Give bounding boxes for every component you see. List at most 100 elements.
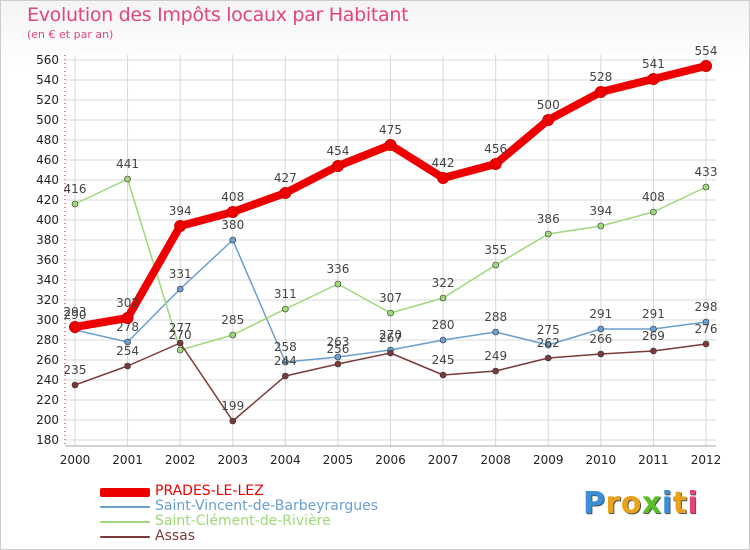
x-tick-label: 2005 xyxy=(323,453,354,467)
x-tick-label: 2001 xyxy=(112,453,143,467)
legend-label: Saint-Vincent-de-Barbeyrargues xyxy=(155,498,378,514)
data-label: 277 xyxy=(169,321,192,335)
data-point xyxy=(334,360,342,368)
data-label: 293 xyxy=(64,305,87,319)
data-label: 288 xyxy=(484,310,507,324)
data-point xyxy=(124,338,131,346)
data-label: 278 xyxy=(116,320,139,334)
data-point xyxy=(492,367,499,375)
data-point xyxy=(387,309,394,317)
data-point xyxy=(176,346,184,354)
data-point xyxy=(650,347,657,355)
legend-label: PRADES-LE-LEZ xyxy=(155,483,264,499)
x-tick-label: 2011 xyxy=(638,453,669,467)
data-point xyxy=(71,200,79,208)
data-label: 245 xyxy=(432,353,455,367)
y-tick-label: 200 xyxy=(36,413,59,427)
legend-item: Saint-Vincent-de-Barbeyrargues xyxy=(100,499,378,514)
data-label: 408 xyxy=(221,190,244,204)
y-tick-label: 460 xyxy=(36,153,59,167)
data-label: 322 xyxy=(432,276,455,290)
data-label: 291 xyxy=(589,307,612,321)
data-point xyxy=(542,114,555,126)
data-label: 270 xyxy=(379,328,402,342)
x-tick-label: 2006 xyxy=(375,453,406,467)
y-tick-label: 520 xyxy=(36,93,59,107)
x-tick-label: 2003 xyxy=(217,453,248,467)
data-label: 541 xyxy=(642,57,665,71)
y-tick-label: 540 xyxy=(36,73,59,87)
y-tick-label: 560 xyxy=(36,53,59,67)
data-point xyxy=(594,86,607,98)
data-point xyxy=(597,222,605,230)
x-tick-label: 2012 xyxy=(691,453,722,467)
data-label: 394 xyxy=(169,204,192,218)
data-label: 256 xyxy=(326,342,349,356)
x-tick-label: 2007 xyxy=(428,453,459,467)
y-tick-label: 360 xyxy=(36,253,59,267)
y-tick-label: 220 xyxy=(36,393,59,407)
data-point xyxy=(282,305,289,313)
data-label: 298 xyxy=(695,300,718,314)
legend-item: Assas xyxy=(100,529,378,544)
data-label: 291 xyxy=(642,307,665,321)
data-label: 475 xyxy=(379,123,402,137)
x-tick-label: 2008 xyxy=(480,453,511,467)
data-point xyxy=(492,328,499,336)
y-tick-label: 400 xyxy=(36,213,59,227)
data-point xyxy=(334,280,342,288)
data-point xyxy=(121,312,134,324)
y-tick-label: 440 xyxy=(36,173,59,187)
data-label: 500 xyxy=(537,98,560,112)
data-label: 249 xyxy=(484,349,507,363)
data-label: 235 xyxy=(64,363,87,377)
data-point xyxy=(437,172,450,184)
data-label: 433 xyxy=(695,165,718,179)
data-label: 258 xyxy=(274,340,297,354)
data-label: 199 xyxy=(221,399,244,413)
data-label: 442 xyxy=(432,156,455,170)
x-tick-label: 2002 xyxy=(165,453,196,467)
data-label: 285 xyxy=(221,313,244,327)
y-tick-label: 240 xyxy=(36,373,59,387)
legend-swatch xyxy=(100,521,150,523)
data-point xyxy=(702,340,710,348)
legend-item: Saint-Clément-de-Rivière xyxy=(100,514,378,529)
x-tick-label: 2010 xyxy=(586,453,617,467)
data-label: 290 xyxy=(64,308,87,322)
data-point xyxy=(282,372,289,380)
data-point xyxy=(647,73,660,85)
data-point xyxy=(544,341,552,349)
data-point xyxy=(597,350,605,358)
data-label: 244 xyxy=(274,354,297,368)
data-label: 263 xyxy=(326,335,349,349)
chart-title: Evolution des Impôts locaux par Habitant xyxy=(27,4,409,26)
data-label: 302 xyxy=(116,296,139,310)
data-point xyxy=(597,325,605,333)
data-point xyxy=(176,285,184,293)
data-point xyxy=(226,206,239,218)
data-label: 266 xyxy=(589,332,612,346)
data-point xyxy=(439,294,447,302)
data-point xyxy=(69,321,81,333)
data-point xyxy=(124,175,131,183)
data-label: 270 xyxy=(169,328,192,342)
y-tick-label: 260 xyxy=(36,353,59,367)
y-tick-label: 180 xyxy=(36,433,59,447)
data-point xyxy=(544,354,552,362)
x-tick-label: 2009 xyxy=(533,453,564,467)
data-label: 269 xyxy=(642,329,665,343)
legend-swatch xyxy=(100,488,150,497)
data-label: 441 xyxy=(116,157,139,171)
data-point xyxy=(439,371,447,379)
data-point xyxy=(229,236,237,244)
proxiti-logo: Proxiti xyxy=(583,486,699,521)
y-tick-label: 320 xyxy=(36,293,59,307)
data-point xyxy=(700,60,712,72)
data-point xyxy=(492,261,499,269)
legend: PRADES-LE-LEZ Saint-Vincent-de-Barbeyrarg… xyxy=(100,484,378,544)
data-label: 408 xyxy=(642,190,665,204)
legend-label: Assas xyxy=(155,528,196,544)
data-label: 427 xyxy=(274,171,297,185)
data-point xyxy=(124,362,131,370)
